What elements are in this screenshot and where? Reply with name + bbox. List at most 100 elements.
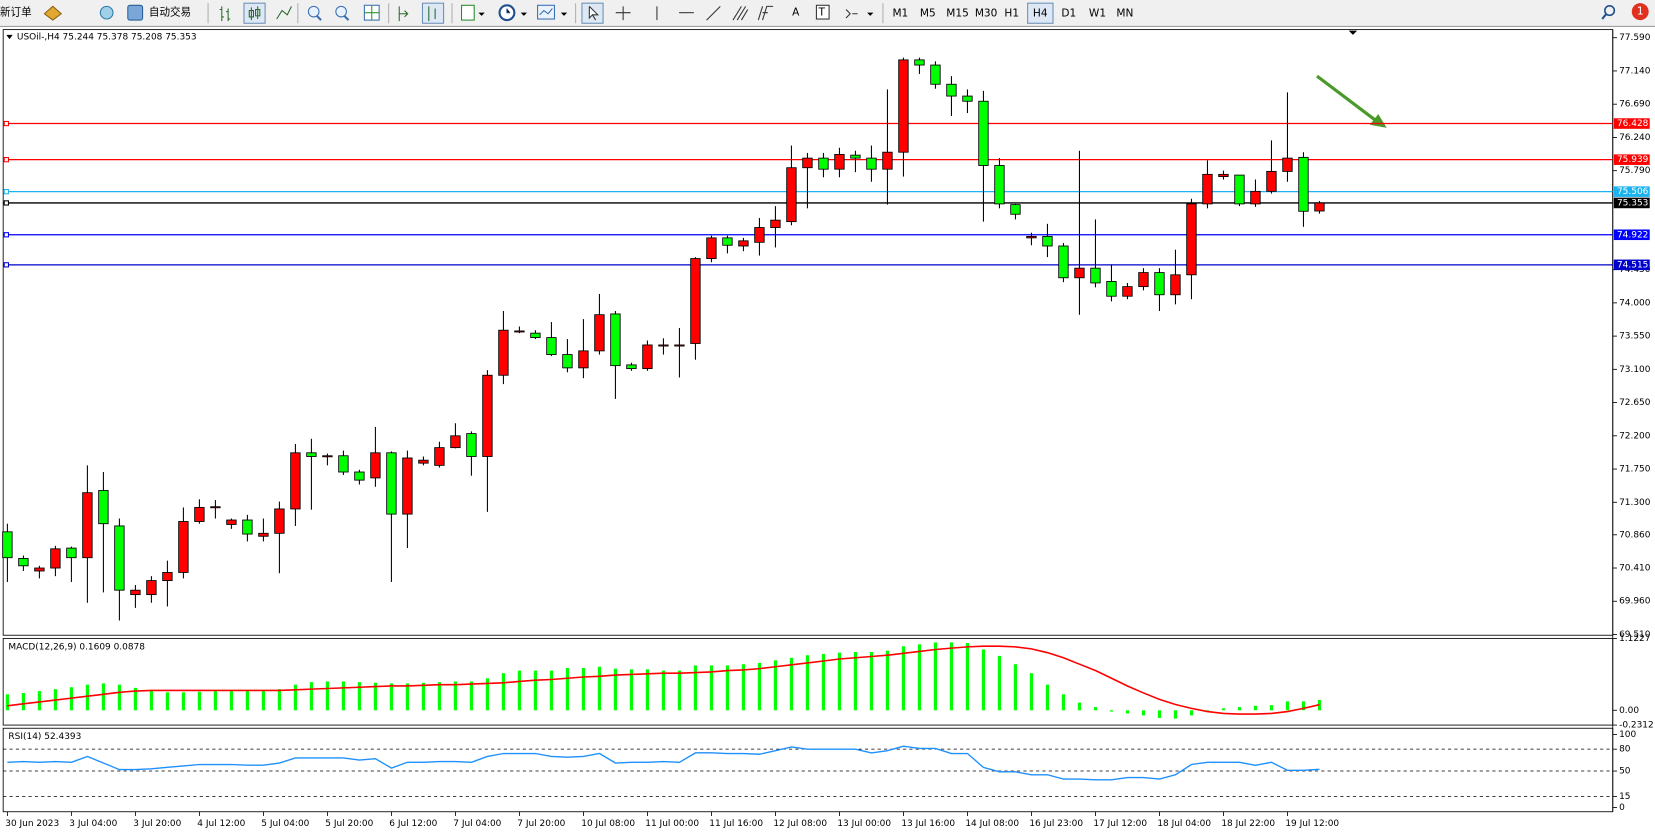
macd-bar [773,660,778,711]
macd-bar [1253,705,1258,711]
candle-body [450,435,461,449]
shift-marker [1348,30,1358,35]
macd-title: MACD(12,26,9) 0.1609 0.0878 [8,642,145,652]
level-handle [3,200,9,206]
timeframe-button[interactable]: H4 [1033,8,1048,20]
macd-bar [373,682,377,711]
macd-bar [453,681,457,711]
candle-body [338,455,349,473]
chart-type-icons[interactable] [219,2,292,24]
candle-body [562,354,573,369]
candle-body [1042,235,1053,247]
candle-body [18,557,29,567]
y-tick-label: 71.300 [1619,498,1651,508]
candle-body [898,59,909,153]
y-tick-label: 72.650 [1619,398,1651,408]
icon[interactable] [43,5,63,21]
rsi-line [7,745,1320,781]
y-tick-label: 77.140 [1619,66,1651,76]
drawing-tools[interactable]: A T [581,2,874,24]
macd-bar [101,683,105,711]
macd-bar [725,665,730,711]
macd-bar [181,692,185,711]
toolbar: 新订单 自动交易 [0,0,1655,27]
candle-body [610,313,621,367]
level-handle [3,262,9,268]
timeframe-button[interactable]: M30 [975,8,998,20]
timeframe-button[interactable]: M15 [946,8,969,20]
candle-body [434,447,445,466]
candle-body [754,227,765,243]
level-label-bg [1613,259,1650,271]
macd-bar [501,673,506,711]
timeframe-button[interactable]: H1 [1004,8,1019,20]
indicator-icons[interactable] [461,4,568,22]
candle-body [50,548,61,569]
candle-body [1010,204,1021,215]
timeframe-button[interactable]: D1 [1061,8,1076,20]
macd-bar [997,655,1002,711]
zoom-icons[interactable] [307,4,380,21]
candle-body [1138,272,1149,288]
candle-body [722,237,733,246]
macd-bar [837,652,842,711]
candle-body [642,344,653,370]
candle-body [994,165,1005,205]
candle-body [370,452,381,479]
new-order-button[interactable]: 新订单 [0,6,32,19]
level-label-bg [1613,154,1650,165]
macd-bar [533,670,538,711]
y-tick-label: 70.860 [1619,530,1651,540]
x-tick-label: 3 Jul 20:00 [133,819,181,829]
macd-bar [517,670,522,711]
timeframe-button[interactable]: MN [1116,8,1133,20]
candle-body [658,344,669,347]
macd-bar [549,670,554,711]
macd-bar [1013,664,1018,711]
x-tick-label: 7 Jul 20:00 [517,819,565,829]
level-label: 74.922 [1617,230,1648,240]
candle-body [242,519,253,535]
timeframe-button[interactable]: M1 [892,8,908,20]
icon[interactable] [99,5,114,20]
level-label-bg [1613,118,1650,129]
candle-body [210,506,221,509]
candle-body [1202,173,1213,205]
x-tick-label: 10 Jul 08:00 [581,819,635,829]
macd-bar [677,670,682,711]
candle-body [706,237,717,259]
candle-body [114,525,125,591]
candle-body [1218,173,1229,177]
y-tick-label: 70.410 [1619,564,1651,574]
macd-bar [821,653,826,711]
candle-body [466,433,477,457]
macd-bar [277,689,281,711]
macd-bar [325,681,329,711]
plot-layer: 77.590 77.140 76.690 76.240 75.790 74.450 74.0… [2,33,1654,829]
x-tick-label: 16 Jul 23:00 [1029,819,1083,829]
timeframe-button[interactable]: W1 [1089,8,1106,20]
search-icon[interactable] [1601,5,1616,20]
macd-bar [1173,710,1178,719]
scroll-icons[interactable] [398,2,445,24]
candle-body [34,567,45,572]
macd-bar [469,681,474,711]
signal-line [7,645,1320,715]
icon[interactable] [127,4,144,21]
timeframe-button[interactable]: M5 [920,8,936,20]
level-handle [3,232,9,238]
candle-body [1266,170,1277,192]
macd-bar [293,684,297,711]
x-tick-label: 18 Jul 22:00 [1221,819,1275,829]
x-tick-label: 7 Jul 04:00 [453,819,501,829]
candle-body [690,258,701,344]
candle-body [1250,190,1261,205]
auto-trading-button[interactable]: 自动交易 [149,6,191,19]
notification-count[interactable]: 1 [1637,6,1644,18]
notification-badge[interactable] [1631,3,1649,21]
candle-body [1090,267,1101,284]
x-tick-label: 14 Jul 08:00 [965,819,1019,829]
panel-frames [2,29,1614,813]
